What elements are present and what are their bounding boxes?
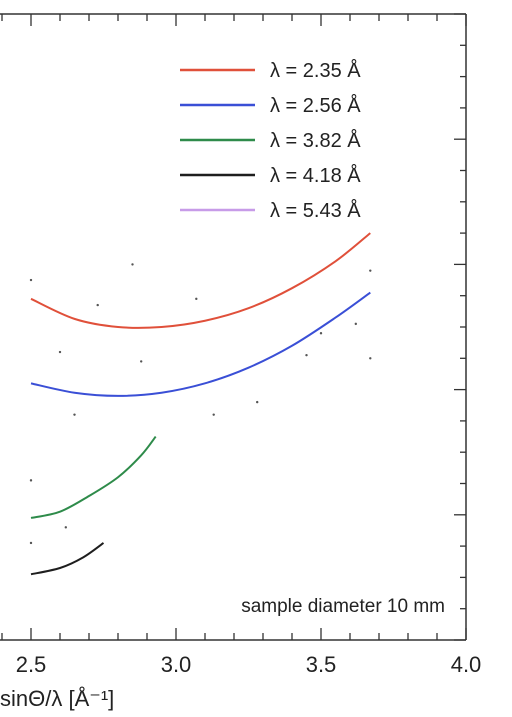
- series-line: [30, 232, 371, 329]
- data-point: [319, 332, 323, 335]
- data-point: [58, 350, 62, 354]
- legend-label: λ = 4.18 Å: [270, 164, 361, 187]
- data-point: [131, 263, 134, 266]
- legend-label: λ = 2.56 Å: [270, 94, 361, 117]
- data-point: [140, 360, 143, 363]
- legend-label: λ = 5.43 Å: [270, 199, 361, 222]
- data-point: [212, 413, 215, 416]
- data-point: [29, 541, 33, 545]
- legend-label: λ = 3.82 Å: [270, 129, 361, 152]
- x-tick-label: 3.5: [306, 652, 337, 677]
- scatter-points: [29, 263, 372, 545]
- series-line: [30, 542, 105, 576]
- data-point: [305, 353, 308, 357]
- data-point: [73, 413, 76, 416]
- legend-label: λ = 2.35 Å: [270, 59, 361, 82]
- annotation: sample diameter 10 mm: [241, 596, 445, 617]
- ticks: 2.5 3.0 3.5 4.0: [1, 13, 482, 677]
- data-point: [64, 526, 68, 529]
- series-line: [30, 435, 157, 519]
- plot-frame: [0, 13, 467, 641]
- data-point: [256, 400, 259, 404]
- series-line: [30, 291, 371, 397]
- data-point: [369, 357, 372, 360]
- x-tick-label: 3.0: [161, 652, 192, 677]
- data-point: [354, 322, 357, 326]
- data-point: [195, 297, 198, 301]
- legend: λ = 2.35 Å λ = 2.56 Å λ = 3.82 Å λ = 4.18 Å…: [180, 59, 361, 222]
- x-tick-label: 2.5: [16, 652, 47, 677]
- data-point: [96, 303, 99, 307]
- series-layer: [30, 232, 371, 576]
- data-point: [29, 479, 33, 482]
- data-point: [29, 278, 33, 282]
- x-axis-label: sinΘ/λ [Å⁻¹]: [0, 686, 114, 711]
- x-tick-label: 4.0: [451, 652, 482, 677]
- data-point: [369, 269, 372, 272]
